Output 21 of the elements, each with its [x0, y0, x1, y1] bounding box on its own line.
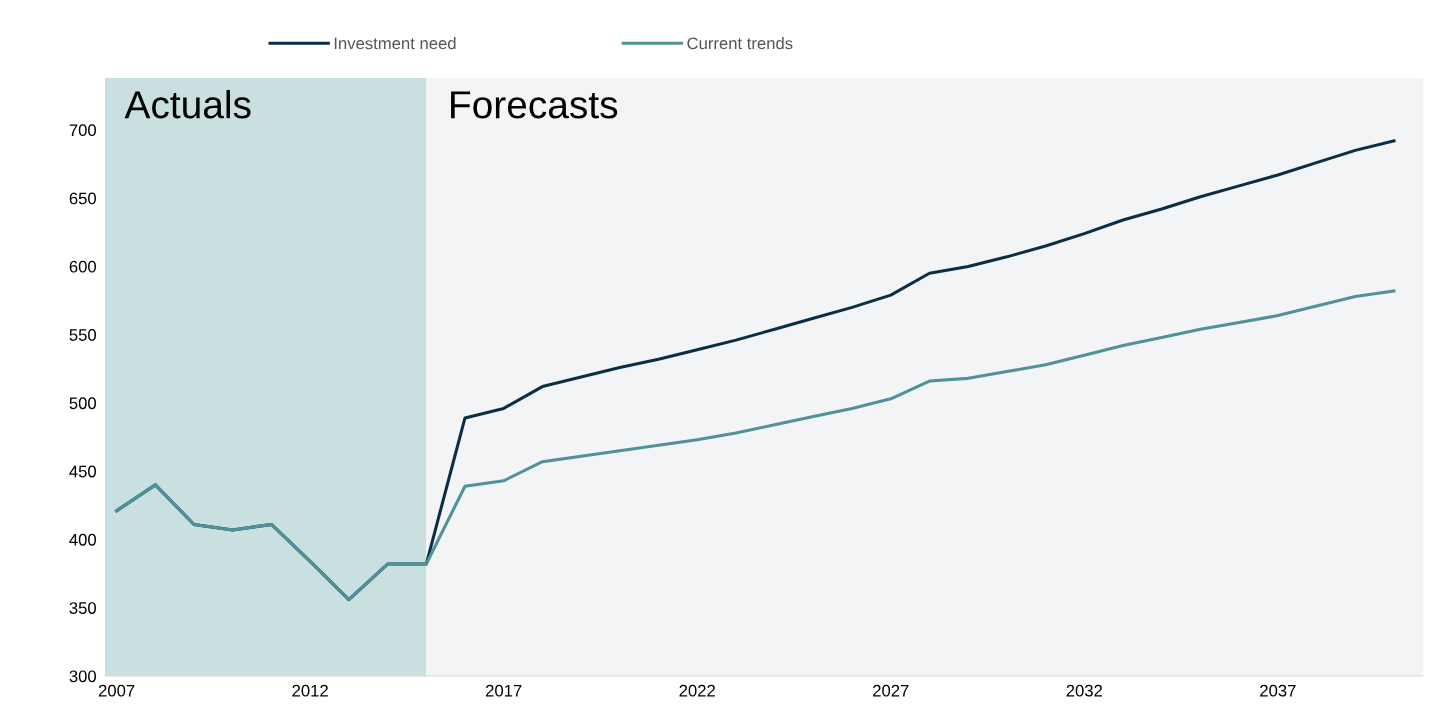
band-label: Forecasts: [451, 91, 618, 119]
x-tick-label: 2032: [1066, 684, 1103, 697]
legend-label: Current trends: [687, 37, 793, 50]
x-tick-label: 2017: [485, 684, 522, 697]
y-tick-label: 300: [69, 670, 97, 683]
y-tick-label: 650: [69, 192, 97, 205]
y-tick-label: 350: [69, 602, 97, 614]
y-tick-label: 400: [69, 533, 97, 546]
y-tick-label: 550: [69, 329, 97, 341]
x-tick-label: 2007: [98, 684, 135, 697]
y-tick-label: 600: [69, 260, 97, 273]
x-tick-label: 2012: [292, 684, 328, 697]
x-tick-label: 2037: [1260, 684, 1296, 697]
band-label: Actuals: [124, 89, 251, 119]
y-tick-label: 450: [69, 465, 97, 478]
legend-label: Investment need: [334, 37, 456, 50]
x-tick-label: 2022: [679, 684, 715, 697]
line-series: [115, 289, 1396, 602]
x-tick-label: 2027: [873, 684, 909, 697]
y-tick-label: 700: [69, 124, 97, 137]
y-tick-label: 500: [69, 397, 97, 410]
